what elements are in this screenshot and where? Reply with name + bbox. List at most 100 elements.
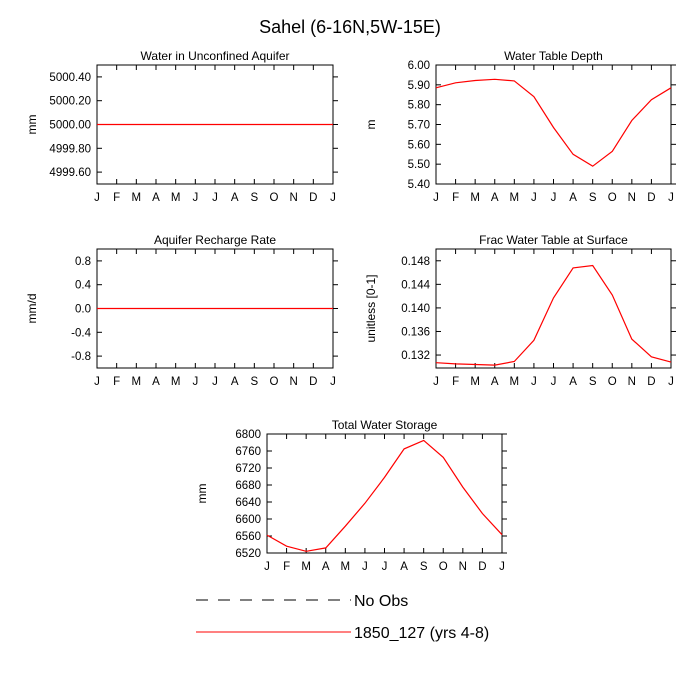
x-tick-label: J bbox=[94, 376, 100, 388]
y-tick-label: 4999.60 bbox=[49, 167, 91, 179]
y-axis-label: mm/d bbox=[25, 294, 39, 324]
legend-label: No Obs bbox=[354, 593, 408, 610]
x-tick-label: A bbox=[569, 192, 577, 204]
x-tick-label: M bbox=[510, 192, 520, 204]
x-tick-label: N bbox=[628, 192, 636, 204]
x-tick-label: A bbox=[400, 561, 408, 573]
x-tick-label: J bbox=[433, 376, 439, 388]
x-tick-label: J bbox=[330, 376, 336, 388]
x-tick-label: F bbox=[113, 376, 120, 388]
x-tick-label: D bbox=[309, 376, 317, 388]
x-tick-label: J bbox=[212, 192, 218, 204]
x-tick-label: J bbox=[192, 192, 198, 204]
y-tick-label: 5000.00 bbox=[49, 120, 91, 132]
x-tick-label: M bbox=[470, 192, 480, 204]
x-tick-label: O bbox=[439, 561, 448, 573]
x-tick-label: A bbox=[569, 376, 577, 388]
y-axis-label: mm bbox=[25, 115, 39, 135]
x-tick-label: J bbox=[551, 376, 557, 388]
x-tick-label: A bbox=[152, 376, 160, 388]
x-tick-label: J bbox=[668, 376, 674, 388]
x-tick-label: M bbox=[132, 192, 142, 204]
y-tick-label: 6.00 bbox=[408, 60, 430, 72]
figure-title: Sahel (6-16N,5W-15E) bbox=[259, 17, 441, 37]
x-tick-label: F bbox=[113, 192, 120, 204]
x-tick-label: S bbox=[250, 192, 258, 204]
x-tick-label: F bbox=[452, 376, 459, 388]
y-tick-label: 5.60 bbox=[408, 139, 430, 151]
x-tick-label: O bbox=[608, 376, 617, 388]
series-line bbox=[435, 78, 672, 167]
plot-frame bbox=[435, 248, 672, 369]
y-tick-label: 5.40 bbox=[408, 179, 430, 191]
chart-title: Frac Water Table at Surface bbox=[479, 233, 628, 247]
x-tick-label: S bbox=[420, 561, 428, 573]
legend: No Obs 1850_127 (yrs 4-8) bbox=[196, 593, 489, 642]
x-tick-label: O bbox=[270, 192, 279, 204]
x-tick-label: A bbox=[491, 192, 499, 204]
x-tick-label: J bbox=[499, 561, 505, 573]
x-tick-label: J bbox=[531, 192, 537, 204]
x-tick-label: J bbox=[94, 192, 100, 204]
chart-title: Water Table Depth bbox=[504, 49, 603, 63]
x-tick-label: S bbox=[589, 376, 597, 388]
x-tick-label: J bbox=[551, 192, 557, 204]
y-tick-label: 6680 bbox=[235, 480, 261, 492]
chart-panel-4: Frac Water Table at Surface unitless [0-1… bbox=[364, 233, 676, 388]
y-tick-label: 0.0 bbox=[75, 304, 91, 316]
x-tick-label: S bbox=[250, 376, 258, 388]
y-tick-label: 6520 bbox=[235, 548, 261, 560]
y-tick-label: 5.50 bbox=[408, 159, 430, 171]
x-tick-label: N bbox=[290, 192, 298, 204]
x-tick-label: M bbox=[341, 561, 351, 573]
x-tick-label: M bbox=[510, 376, 520, 388]
x-tick-label: D bbox=[478, 561, 486, 573]
y-tick-label: 4999.80 bbox=[49, 143, 91, 155]
x-tick-label: O bbox=[608, 192, 617, 204]
x-tick-label: M bbox=[171, 192, 181, 204]
y-tick-label: 0.140 bbox=[401, 303, 430, 315]
x-tick-label: F bbox=[452, 192, 459, 204]
y-tick-label: 0.148 bbox=[401, 256, 430, 268]
x-tick-label: J bbox=[264, 561, 270, 573]
x-tick-label: J bbox=[330, 192, 336, 204]
x-tick-label: M bbox=[470, 376, 480, 388]
x-tick-label: J bbox=[212, 376, 218, 388]
y-tick-label: 5.70 bbox=[408, 120, 430, 132]
x-tick-label: M bbox=[301, 561, 311, 573]
plot-frame bbox=[266, 433, 503, 554]
x-tick-label: A bbox=[152, 192, 160, 204]
x-tick-label: A bbox=[491, 376, 499, 388]
x-tick-label: A bbox=[322, 561, 330, 573]
y-tick-label: 5000.40 bbox=[49, 72, 91, 84]
x-tick-label: D bbox=[647, 192, 655, 204]
y-tick-label: 0.132 bbox=[401, 350, 430, 362]
x-tick-label: J bbox=[362, 561, 368, 573]
y-tick-label: 0.144 bbox=[401, 279, 430, 291]
x-tick-label: D bbox=[309, 192, 317, 204]
x-tick-label: J bbox=[531, 376, 537, 388]
x-tick-label: D bbox=[647, 376, 655, 388]
x-tick-label: O bbox=[270, 376, 279, 388]
y-tick-label: 0.136 bbox=[401, 326, 430, 338]
x-tick-label: N bbox=[628, 376, 636, 388]
y-tick-label: 6800 bbox=[235, 429, 261, 441]
x-tick-label: J bbox=[433, 192, 439, 204]
y-tick-label: 6560 bbox=[235, 531, 261, 543]
y-tick-label: 6600 bbox=[235, 514, 261, 526]
chart-title: Water in Unconfined Aquifer bbox=[141, 49, 290, 63]
y-tick-label: 0.4 bbox=[75, 280, 92, 292]
y-tick-label: 6760 bbox=[235, 446, 261, 458]
y-tick-label: -0.4 bbox=[71, 327, 91, 339]
x-tick-label: J bbox=[668, 192, 674, 204]
series-line bbox=[435, 264, 672, 366]
y-tick-label: 0.8 bbox=[75, 256, 91, 268]
x-tick-label: A bbox=[231, 376, 239, 388]
x-tick-label: N bbox=[459, 561, 467, 573]
x-tick-label: J bbox=[382, 561, 388, 573]
y-tick-label: 6640 bbox=[235, 497, 261, 509]
